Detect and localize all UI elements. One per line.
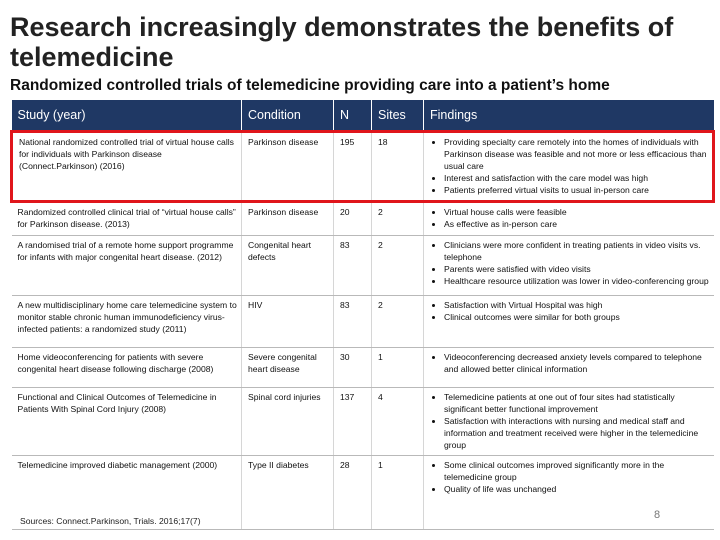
cell-findings: Providing specialty care remotely into t… [423,130,715,203]
cell-findings: Clinicians were more confident in treati… [423,235,714,296]
finding-item: Some clinical outcomes improved signific… [444,459,710,483]
finding-item: Providing specialty care remotely into t… [444,136,708,172]
finding-item: Patients preferred virtual visits to usu… [444,184,708,196]
table-row: Telemedicine improved diabetic managemen… [11,455,714,530]
cell-n: 195 [333,130,372,203]
cell-n: 83 [333,295,372,348]
table-row: A randomised trial of a remote home supp… [11,235,714,296]
cell-condition: Severe congenital heart disease [241,347,334,388]
cell-n: 20 [333,201,372,236]
cell-condition: Parkinson disease [241,130,334,203]
findings-list: Clinicians were more confident in treati… [430,239,710,287]
finding-item: Satisfaction with Virtual Hospital was h… [444,299,710,311]
column-header-study: Study (year) [11,100,242,132]
cell-findings: Virtual house calls were feasibleAs effe… [423,201,714,236]
findings-list: Providing specialty care remotely into t… [430,136,708,196]
cell-study: Telemedicine improved diabetic managemen… [11,455,242,530]
cell-sites: 2 [371,235,424,296]
finding-item: Satisfaction with interactions with nurs… [444,415,710,451]
cell-study: National randomized controlled trial of … [10,130,242,203]
column-header-n: N [333,100,372,132]
findings-list: Videoconferencing decreased anxiety leve… [430,351,710,375]
finding-item: Interest and satisfaction with the care … [444,172,708,184]
findings-list: Virtual house calls were feasibleAs effe… [430,206,710,230]
cell-condition: Congenital heart defects [241,235,334,296]
cell-condition: Spinal cord injuries [241,387,334,456]
table-row: Functional and Clinical Outcomes of Tele… [11,387,714,456]
finding-item: As effective as in-person care [444,218,710,230]
findings-list: Satisfaction with Virtual Hospital was h… [430,299,710,323]
table-row: Home videoconferencing for patients with… [11,347,714,388]
cell-study: Home videoconferencing for patients with… [11,347,242,388]
cell-sites: 1 [371,455,424,530]
finding-item: Healthcare resource utilization was lowe… [444,275,710,287]
cell-findings: Some clinical outcomes improved signific… [423,455,714,530]
cell-n: 137 [333,387,372,456]
table-row: National randomized controlled trial of … [10,130,715,203]
cell-study: A new multidisciplinary home care teleme… [11,295,242,348]
cell-n: 30 [333,347,372,388]
cell-sites: 2 [371,295,424,348]
cell-findings: Satisfaction with Virtual Hospital was h… [423,295,714,348]
slide-subtitle: Randomized controlled trials of telemedi… [10,77,610,94]
findings-list: Some clinical outcomes improved signific… [430,459,710,495]
cell-condition: Parkinson disease [241,201,334,236]
slide-title: Research increasingly demonstrates the b… [10,12,674,72]
finding-item: Parents were satisfied with video visits [444,263,710,275]
cell-findings: Telemedicine patients at one out of four… [423,387,714,456]
sources-footnote: Sources: Connect.Parkinson, Trials. 2016… [20,516,201,526]
cell-study: Functional and Clinical Outcomes of Tele… [11,387,242,456]
cell-study: Randomized controlled clinical trial of … [11,201,242,236]
findings-list: Telemedicine patients at one out of four… [430,391,710,451]
cell-sites: 18 [371,130,424,203]
cell-sites: 2 [371,201,424,236]
finding-item: Clinical outcomes were similar for both … [444,311,710,323]
cell-sites: 4 [371,387,424,456]
column-header-sites: Sites [371,100,424,132]
finding-item: Videoconferencing decreased anxiety leve… [444,351,710,375]
cell-study: A randomised trial of a remote home supp… [11,235,242,296]
table-header-row: Study (year) Condition N Sites Findings [11,100,714,132]
finding-item: Clinicians were more confident in treati… [444,239,710,263]
cell-sites: 1 [371,347,424,388]
studies-table: Study (year) Condition N Sites Findings … [10,100,715,530]
finding-item: Virtual house calls were feasible [444,206,710,218]
finding-item: Telemedicine patients at one out of four… [444,391,710,415]
cell-n: 28 [333,455,372,530]
page-number: 8 [654,509,661,521]
column-header-findings: Findings [423,100,714,132]
column-header-condition: Condition [241,100,334,132]
cell-n: 83 [333,235,372,296]
table-row: Randomized controlled clinical trial of … [11,201,714,236]
cell-condition: HIV [241,295,334,348]
table-row: A new multidisciplinary home care teleme… [11,295,714,348]
cell-findings: Videoconferencing decreased anxiety leve… [423,347,714,388]
table-body: National randomized controlled trial of … [10,130,715,530]
cell-condition: Type II diabetes [241,455,334,530]
finding-item: Quality of life was unchanged [444,483,710,495]
